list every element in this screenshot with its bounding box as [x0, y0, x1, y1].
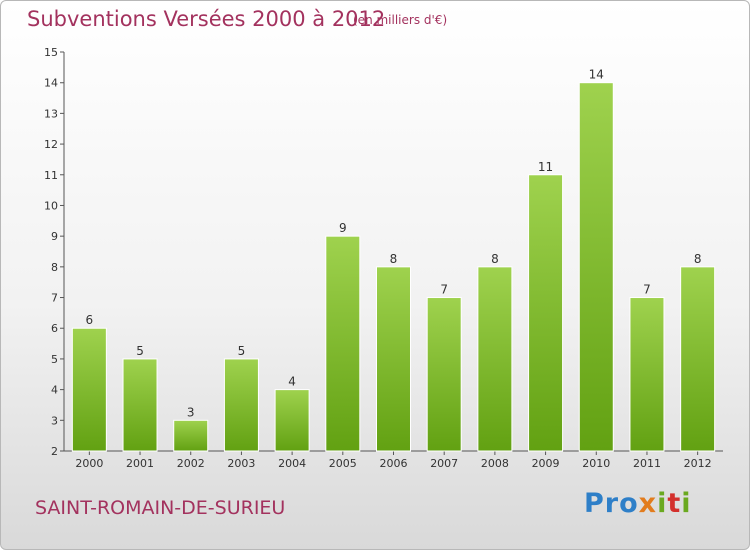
commune-name: SAINT-ROMAIN-DE-SURIEU: [35, 497, 286, 519]
x-tick-label-2007: 2007: [430, 457, 458, 470]
logo-part-3: i: [657, 488, 668, 519]
bar-2003: [223, 358, 259, 452]
bar-2012: [680, 266, 716, 452]
logo-part-2: x: [638, 488, 658, 519]
y-tick-label: 13: [44, 107, 58, 120]
data-label-2010: 14: [589, 68, 604, 82]
x-tick-label-2001: 2001: [126, 457, 154, 470]
bar-2002: [173, 419, 209, 452]
y-tick-label: 14: [44, 77, 58, 90]
bar-2004: [274, 389, 310, 452]
bar-2006: [376, 266, 411, 452]
proxiti-logo: Proxiti: [584, 488, 692, 519]
y-tick-label: 2: [51, 445, 58, 458]
x-tick-label-2008: 2008: [481, 457, 509, 470]
bar-2008: [477, 266, 513, 452]
bar-2010: [578, 82, 614, 452]
data-label-2005: 9: [339, 221, 347, 235]
y-tick-label: 7: [51, 292, 58, 305]
logo-part-5: i: [681, 488, 692, 519]
bar-2001: [122, 358, 158, 452]
bar-2000: [71, 327, 107, 452]
chart-subtitle: (en milliers d'€): [353, 13, 448, 27]
data-label-2007: 7: [440, 283, 448, 297]
data-label-2000: 6: [86, 313, 94, 327]
x-tick-label-2006: 2006: [380, 457, 408, 470]
y-tick-label: 10: [44, 199, 58, 212]
data-label-2001: 5: [136, 344, 144, 358]
data-label-2003: 5: [238, 344, 246, 358]
y-tick-label: 8: [51, 261, 58, 274]
y-tick-label: 5: [51, 353, 58, 366]
y-tick-label: 15: [44, 46, 58, 59]
x-tick-label-2003: 2003: [227, 457, 255, 470]
y-tick-label: 11: [44, 169, 58, 182]
bar-2009: [528, 174, 564, 452]
data-label-2002: 3: [187, 405, 195, 419]
x-tick-label-2011: 2011: [633, 457, 661, 470]
data-label-2006: 8: [390, 252, 398, 266]
data-label-2011: 7: [643, 283, 651, 297]
y-tick-label: 4: [51, 384, 58, 397]
data-label-2012: 8: [694, 252, 702, 266]
data-label-2004: 4: [288, 375, 296, 389]
x-tick-label-2005: 2005: [329, 457, 357, 470]
data-label-2008: 8: [491, 252, 499, 266]
y-tick-label: 6: [51, 322, 58, 335]
logo-part-4: t: [667, 488, 682, 519]
x-tick-label-2000: 2000: [75, 457, 103, 470]
y-tick-label: 3: [51, 414, 58, 427]
logo-part-1: Pro: [584, 488, 639, 519]
data-label-2009: 11: [538, 160, 553, 174]
bar-2007: [426, 297, 462, 452]
x-tick-label-2002: 2002: [177, 457, 205, 470]
x-tick-label-2004: 2004: [278, 457, 306, 470]
y-tick-label: 9: [51, 230, 58, 243]
chart-title: Subventions Versées 2000 à 2012: [27, 7, 386, 31]
bar-2005: [325, 235, 361, 452]
x-tick-label-2010: 2010: [582, 457, 610, 470]
bar-2011: [629, 297, 665, 452]
x-tick-label-2009: 2009: [532, 457, 560, 470]
y-tick-label: 12: [44, 138, 58, 151]
x-tick-label-2012: 2012: [684, 457, 712, 470]
